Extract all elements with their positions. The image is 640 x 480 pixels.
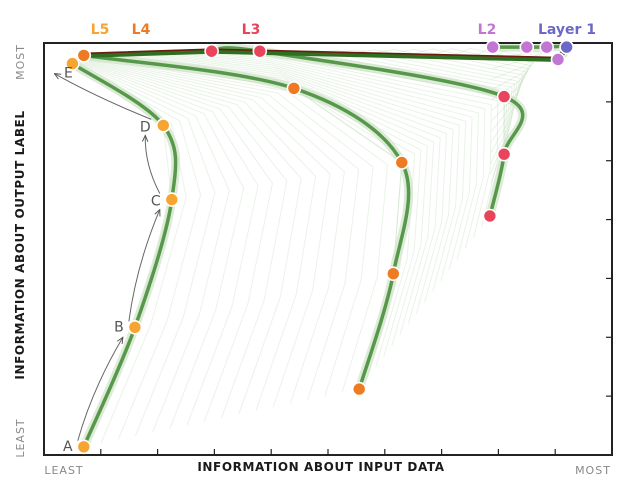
fan-line xyxy=(179,51,480,260)
point-l3 xyxy=(204,43,219,59)
fan-line xyxy=(77,59,288,419)
point-label-a: A xyxy=(63,439,73,455)
progress-arrows xyxy=(54,74,159,441)
point-label-e: E xyxy=(64,66,73,82)
layer-points xyxy=(65,39,574,455)
point-l5 xyxy=(65,56,80,71)
progress-arrow xyxy=(128,210,160,322)
trajectory-l4 xyxy=(82,53,411,391)
legend-l4: L4 xyxy=(132,22,151,38)
fan-line xyxy=(82,55,374,397)
point-l3 xyxy=(482,208,498,224)
fan-line xyxy=(384,48,527,132)
progress-arrow xyxy=(54,74,152,120)
y-axis-max-label: MOST xyxy=(14,44,27,80)
point-labels: A B C D E xyxy=(63,66,161,455)
point-l4 xyxy=(76,48,92,63)
fan-line xyxy=(319,49,518,164)
point-l4 xyxy=(351,381,367,397)
fan-line xyxy=(341,49,521,153)
y-axis-min-label: LEAST xyxy=(14,418,27,457)
point-l5 xyxy=(127,319,143,335)
fan-line xyxy=(80,57,331,408)
fan-line xyxy=(75,60,245,429)
point-l4 xyxy=(385,266,401,282)
point-label-b: B xyxy=(114,319,124,335)
y-axis-title: INFORMATION ABOUT OUTPUT LABEL xyxy=(13,110,27,379)
progress-arrow xyxy=(145,135,161,194)
legend-layer-1: Layer 1 xyxy=(538,22,596,38)
point-l3 xyxy=(496,89,512,104)
fan-line xyxy=(115,53,428,346)
x-axis-min-label: LEAST xyxy=(44,464,83,477)
fan-line xyxy=(449,47,535,101)
point-l2 xyxy=(550,52,566,67)
fan-line xyxy=(73,62,202,440)
point-l3 xyxy=(496,146,512,162)
point-l2 xyxy=(519,39,535,55)
point-l5 xyxy=(156,118,171,133)
fan-line xyxy=(363,48,524,143)
legend-l2: L2 xyxy=(478,22,497,38)
fan-line xyxy=(83,55,389,393)
fan-line xyxy=(77,59,273,422)
fan-line xyxy=(74,61,216,437)
x-axis-max-label: MOST xyxy=(575,464,611,477)
fan-line xyxy=(298,49,516,174)
point-label-c: C xyxy=(151,194,161,210)
layer-legend: L5 L4 L3 L2 Layer 1 xyxy=(91,22,596,38)
fan-line xyxy=(79,58,317,411)
fan-line xyxy=(163,52,467,282)
point-l5 xyxy=(76,439,92,455)
point-label-d: D xyxy=(140,119,151,135)
fan-line xyxy=(123,53,435,336)
fan-line xyxy=(131,53,441,325)
fan-line xyxy=(139,53,448,314)
fan-line xyxy=(155,52,460,292)
fan-line xyxy=(76,60,259,426)
point-l2 xyxy=(485,39,501,55)
point-l2 xyxy=(539,39,555,55)
fan-line xyxy=(80,56,345,404)
legend-l5: L5 xyxy=(91,22,110,38)
progress-arrow xyxy=(77,337,123,441)
fan-line xyxy=(195,51,492,238)
point-l4 xyxy=(394,155,410,170)
trajectory-l5 xyxy=(70,61,178,449)
fan-line xyxy=(78,58,302,415)
fan-line xyxy=(187,51,486,249)
point-l3 xyxy=(252,43,268,59)
fan-line xyxy=(72,62,187,444)
point-l5 xyxy=(164,192,180,207)
point-layer-1 xyxy=(559,39,574,55)
fan-line xyxy=(147,52,454,303)
point-l4 xyxy=(286,81,302,96)
legend-l3: L3 xyxy=(242,22,261,38)
fan-line xyxy=(74,61,230,433)
x-axis-title: INFORMATION ABOUT INPUT DATA xyxy=(197,460,444,474)
fan-line xyxy=(81,56,360,401)
fan-line xyxy=(171,52,473,271)
plot-frame xyxy=(43,42,613,456)
